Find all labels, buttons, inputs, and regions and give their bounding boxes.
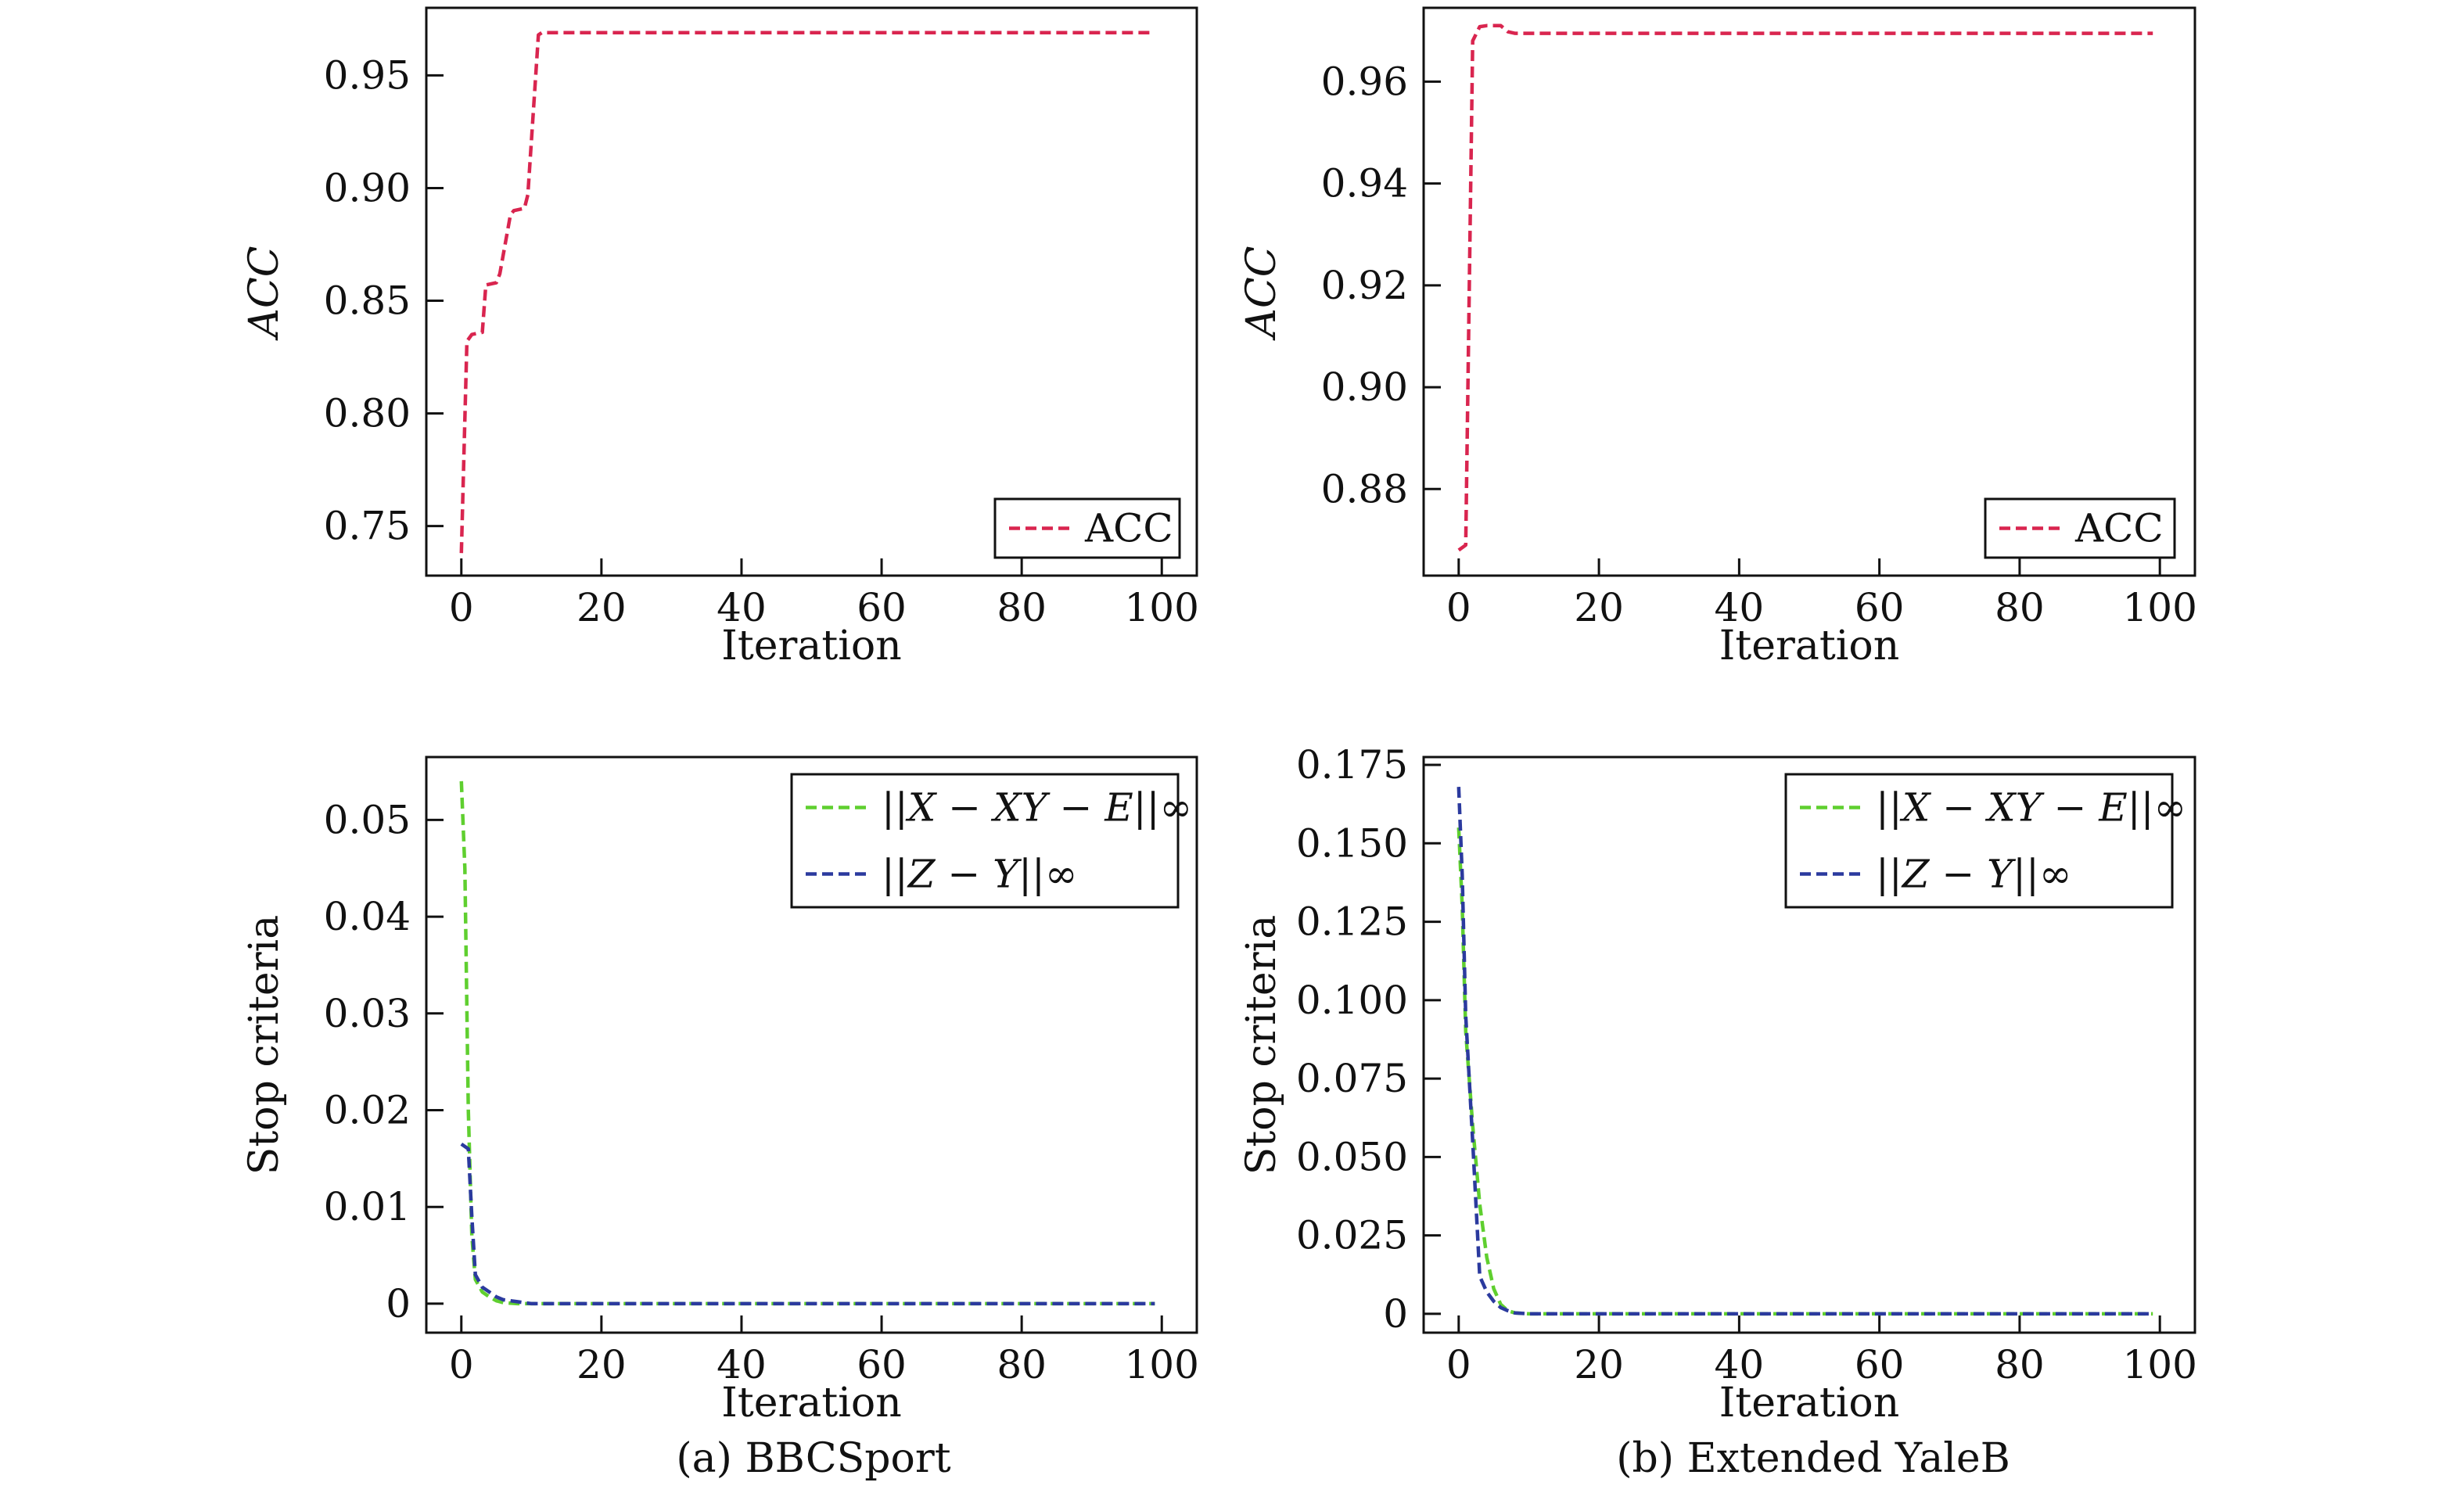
panel-b-stop: 0 20 40 60 80 100 0 0.025 0.050 0.075 0.100 0.125 0.… <box>1238 742 2197 1427</box>
y-tick-label: 0.96 <box>1321 59 1408 104</box>
caption-b: (b) Extended YaleB <box>1616 1435 2010 1482</box>
y-tick-label: 0.025 <box>1296 1213 1408 1258</box>
legend-label: ||Z − Y||∞ <box>1876 852 2071 897</box>
legend: ||X − XY − E||∞ ||Z − Y||∞ <box>790 773 1192 909</box>
x-tick-label: 40 <box>1715 585 1765 630</box>
y-tick-label: 0.050 <box>1296 1134 1408 1179</box>
legend-label: ||X − XY − E||∞ <box>1876 785 2186 831</box>
legend-label: ACC <box>1084 506 1173 551</box>
caption-a: (a) BBCSport <box>676 1435 950 1482</box>
y-tick-label: 0.125 <box>1296 899 1408 945</box>
legend-box <box>790 773 1180 909</box>
x-tick-label: 20 <box>1574 1342 1624 1387</box>
x-tick-label: 60 <box>857 1342 907 1387</box>
x-tick-label: 0 <box>449 585 474 630</box>
y-axis-label: Stop criteria <box>1238 915 1285 1175</box>
y-tick-label: 0.90 <box>1321 364 1408 410</box>
legend: ACC <box>1984 497 2176 559</box>
x-tick-label: 80 <box>1995 585 2045 630</box>
y-axis-label: Stop criteria <box>241 915 288 1175</box>
y-tick-label: 0.01 <box>324 1184 411 1229</box>
x-axis-label: Iteration <box>1719 623 1899 669</box>
y-tick-label: 0 <box>386 1281 411 1326</box>
x-tick-label: 40 <box>717 1342 767 1387</box>
x-tick-label: 0 <box>1446 1342 1471 1387</box>
legend: ACC <box>993 497 1181 559</box>
y-tick-label: 0.92 <box>1321 263 1408 308</box>
y-tick-label: 0.05 <box>324 797 411 842</box>
series-line-1 <box>460 1142 1155 1306</box>
x-tick-label: 60 <box>1855 585 1905 630</box>
y-tick-label: 0.80 <box>324 391 411 436</box>
panel-a-stop: 0 20 40 60 80 100 0 0.01 0.02 0.03 0.04 0.05 Iterati… <box>241 755 1199 1427</box>
y-tick-label: 0.100 <box>1296 978 1408 1023</box>
y-tick-label: 0.175 <box>1296 742 1408 788</box>
x-tick-label: 40 <box>717 585 767 630</box>
y-tick-label: 0.88 <box>1321 466 1408 511</box>
x-axis-label: Iteration <box>1719 1380 1899 1427</box>
y-tick-label: 0.150 <box>1296 820 1408 866</box>
y-tick-label: 0.94 <box>1321 161 1408 206</box>
x-tick-label: 0 <box>449 1342 474 1387</box>
x-tick-label: 80 <box>1995 1342 2045 1387</box>
y-tick-label: 0.75 <box>324 504 411 549</box>
legend-label: ACC <box>2074 506 2164 551</box>
plot-frame <box>425 755 1198 1334</box>
x-tick-label: 100 <box>2122 585 2196 630</box>
panel-a-acc: 0 20 40 60 80 100 0.75 0.80 0.85 0.90 0.95 Iteratio… <box>241 6 1199 669</box>
x-axis-label: Iteration <box>721 623 901 669</box>
series-line-0 <box>1457 23 2153 552</box>
y-tick-label: 0 <box>1383 1291 1408 1337</box>
x-tick-label: 60 <box>1855 1342 1905 1387</box>
x-tick-label: 20 <box>1574 585 1624 630</box>
legend-box <box>1784 773 2174 909</box>
x-tick-label: 60 <box>857 585 907 630</box>
y-axis-label: ACC <box>1238 246 1285 340</box>
plot-frame <box>425 6 1198 577</box>
y-tick-label: 0.90 <box>324 165 411 210</box>
plot-frame <box>1422 755 2196 1334</box>
legend-label: ||Z − Y||∞ <box>882 852 1077 897</box>
y-tick-label: 0.95 <box>324 52 411 98</box>
y-tick-label: 0.03 <box>324 991 411 1036</box>
series-line-0 <box>459 31 1155 554</box>
x-tick-label: 100 <box>1125 1342 1199 1387</box>
x-tick-label: 20 <box>576 585 627 630</box>
series-line-1 <box>1456 787 2153 1316</box>
y-tick-label: 0.04 <box>324 894 411 939</box>
plot-frame <box>1422 6 2196 577</box>
x-tick-label: 80 <box>997 1342 1047 1387</box>
y-tick-label: 0.85 <box>324 278 411 324</box>
x-tick-label: 100 <box>1125 585 1199 630</box>
x-tick-label: 40 <box>1715 1342 1765 1387</box>
legend-label: ||X − XY − E||∞ <box>882 785 1192 831</box>
y-tick-label: 0.02 <box>324 1087 411 1132</box>
y-axis-label: ACC <box>241 246 288 340</box>
x-tick-label: 100 <box>2122 1342 2196 1387</box>
x-axis-label: Iteration <box>721 1380 901 1427</box>
x-tick-label: 0 <box>1446 585 1471 630</box>
x-tick-label: 20 <box>576 1342 627 1387</box>
panel-b-acc: 0 20 40 60 80 100 0.88 0.90 0.92 0.94 0.96 Iteratio… <box>1238 6 2197 669</box>
x-tick-label: 80 <box>997 585 1047 630</box>
y-tick-label: 0.075 <box>1296 1056 1408 1101</box>
legend: ||X − XY − E||∞ ||Z − Y||∞ <box>1784 773 2186 909</box>
